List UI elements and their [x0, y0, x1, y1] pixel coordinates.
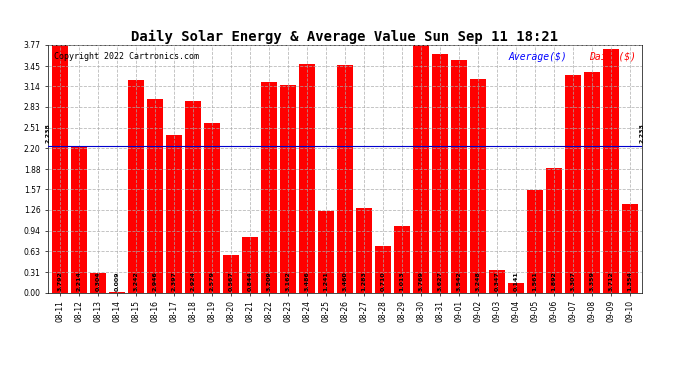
Text: 0.347: 0.347: [495, 272, 500, 291]
Bar: [622, 204, 638, 292]
Bar: [508, 283, 524, 292]
Text: 2.397: 2.397: [171, 271, 177, 291]
Text: 2.233: 2.233: [639, 123, 644, 142]
Text: 1.561: 1.561: [533, 271, 538, 291]
Text: 0.141: 0.141: [513, 272, 519, 291]
Text: 0.844: 0.844: [248, 272, 253, 291]
Text: 3.792: 3.792: [57, 271, 62, 291]
Text: 3.359: 3.359: [590, 271, 595, 291]
Bar: [565, 75, 581, 292]
Bar: [70, 147, 87, 292]
Bar: [185, 100, 201, 292]
Text: 2.214: 2.214: [76, 271, 81, 291]
Text: Daily($): Daily($): [589, 53, 635, 62]
Bar: [375, 246, 391, 292]
Text: 0.567: 0.567: [228, 272, 233, 291]
Text: 3.486: 3.486: [304, 271, 309, 291]
Text: 0.009: 0.009: [115, 272, 119, 291]
Bar: [413, 45, 429, 292]
Text: 3.307: 3.307: [571, 272, 575, 291]
Text: Average($): Average($): [509, 53, 568, 62]
Text: 0.304: 0.304: [95, 272, 100, 291]
Bar: [241, 237, 258, 292]
Bar: [603, 49, 620, 292]
Bar: [147, 99, 163, 292]
Text: 2.233: 2.233: [46, 123, 51, 142]
Bar: [280, 85, 296, 292]
Text: 3.248: 3.248: [475, 271, 481, 291]
Bar: [318, 211, 334, 292]
Text: 2.579: 2.579: [209, 271, 215, 291]
Bar: [261, 82, 277, 292]
Text: 1.354: 1.354: [628, 271, 633, 291]
Text: 2.924: 2.924: [190, 271, 195, 291]
Text: Copyright 2022 Cartronics.com: Copyright 2022 Cartronics.com: [55, 53, 199, 62]
Text: 3.769: 3.769: [419, 271, 424, 291]
Text: 3.242: 3.242: [133, 271, 138, 291]
Text: 1.283: 1.283: [362, 271, 366, 291]
Bar: [356, 208, 372, 292]
Bar: [470, 79, 486, 292]
Bar: [527, 190, 543, 292]
Text: 1.892: 1.892: [552, 271, 557, 291]
Bar: [546, 168, 562, 292]
Title: Daily Solar Energy & Average Value Sun Sep 11 18:21: Daily Solar Energy & Average Value Sun S…: [131, 30, 559, 44]
Text: 3.712: 3.712: [609, 271, 614, 291]
Text: 3.460: 3.460: [342, 272, 348, 291]
Text: 3.627: 3.627: [437, 271, 442, 291]
Bar: [451, 60, 467, 292]
Bar: [584, 72, 600, 292]
Bar: [166, 135, 182, 292]
Bar: [204, 123, 220, 292]
Text: 3.209: 3.209: [266, 272, 271, 291]
Bar: [52, 44, 68, 292]
Bar: [489, 270, 505, 292]
Bar: [128, 80, 144, 292]
Bar: [432, 54, 448, 292]
Text: 3.542: 3.542: [457, 271, 462, 291]
Text: 1.013: 1.013: [400, 272, 404, 291]
Text: 2.946: 2.946: [152, 271, 157, 291]
Bar: [394, 226, 410, 292]
Bar: [299, 64, 315, 292]
Text: 1.241: 1.241: [324, 271, 328, 291]
Text: 3.162: 3.162: [286, 271, 290, 291]
Bar: [337, 65, 353, 292]
Bar: [223, 255, 239, 292]
Text: 0.710: 0.710: [381, 272, 386, 291]
Bar: [90, 273, 106, 292]
